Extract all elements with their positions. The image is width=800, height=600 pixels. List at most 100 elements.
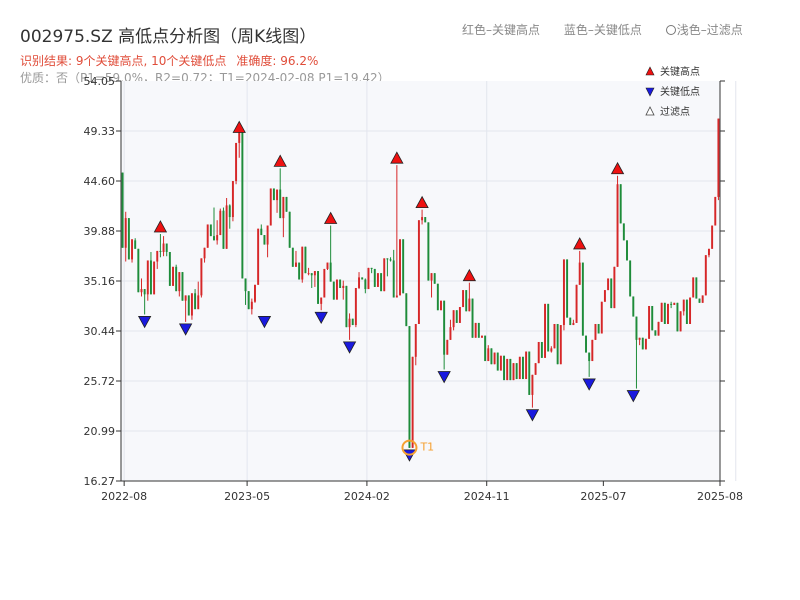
candle-body — [399, 239, 401, 296]
candle — [294, 250, 297, 267]
candle — [458, 307, 461, 323]
candle-body — [361, 277, 364, 280]
candle — [484, 335, 487, 362]
y-tick-label: 39.88 — [84, 225, 116, 238]
candle-body — [427, 222, 430, 281]
candle-body — [616, 184, 619, 267]
candle — [219, 208, 222, 236]
candle-body — [711, 225, 714, 249]
candle — [282, 196, 285, 238]
candle — [503, 355, 506, 381]
candle-body — [521, 356, 524, 380]
candle — [544, 303, 547, 358]
candle — [386, 258, 389, 277]
key-low-marker — [582, 378, 596, 391]
candle-body — [386, 258, 389, 260]
candle — [493, 352, 496, 365]
y-tick-label: 25.72 — [84, 375, 116, 388]
candle — [121, 172, 124, 248]
candle-body — [134, 240, 137, 249]
candle — [673, 302, 676, 305]
candle-body — [131, 239, 134, 260]
candle-body — [342, 285, 345, 288]
candle — [575, 284, 578, 323]
candle — [310, 273, 313, 288]
key-high-marker — [610, 161, 625, 175]
candle — [156, 250, 159, 269]
candle-body — [228, 205, 231, 218]
candle — [480, 335, 483, 338]
candle-body — [250, 301, 253, 310]
candle-body — [421, 217, 424, 221]
candle — [203, 247, 206, 263]
candle — [269, 188, 272, 226]
candle — [588, 352, 591, 377]
candle — [610, 278, 613, 309]
candle — [707, 248, 710, 258]
candle — [408, 326, 411, 448]
candle-body — [651, 305, 654, 331]
candle-body — [544, 303, 547, 358]
candle-body — [462, 290, 465, 308]
legend-blue-text: 蓝色–关键低点 — [563, 23, 642, 37]
candle-body — [629, 260, 632, 297]
candle-body — [433, 273, 436, 284]
candle-body — [572, 322, 575, 326]
candle-body — [225, 205, 228, 249]
candle-body — [178, 272, 181, 292]
legend-light-entry: 浅色–过滤点 — [665, 23, 763, 37]
candle — [329, 225, 332, 282]
candle — [367, 267, 370, 290]
candle — [427, 222, 430, 281]
candle-body — [326, 262, 329, 269]
key-high-marker — [153, 220, 168, 233]
candle-body — [146, 260, 149, 295]
candle — [698, 298, 701, 303]
candle-body — [165, 243, 168, 252]
candle-body — [701, 295, 704, 303]
candle-body — [648, 305, 651, 339]
candle — [648, 305, 651, 339]
candle — [670, 301, 673, 309]
candle — [506, 358, 509, 381]
candle-body — [537, 341, 540, 364]
candle — [276, 189, 279, 213]
candle — [537, 341, 540, 364]
key-high-marker — [415, 195, 429, 209]
legend-low-icon — [645, 87, 655, 97]
key-high-marker — [232, 120, 246, 133]
candle-body — [288, 211, 291, 248]
candle — [194, 289, 197, 310]
result-line: 识别结果: 9个关键高点, 10个关键低点 准确度: 96.2% — [20, 52, 318, 69]
candle-body — [468, 298, 471, 312]
candle-body — [556, 323, 559, 365]
candle — [679, 311, 682, 332]
candle-body — [200, 258, 203, 296]
grid-lines — [121, 81, 737, 481]
candle-body — [490, 348, 493, 365]
candle-body — [329, 262, 332, 282]
legend-high-icon — [645, 66, 655, 76]
candle-body — [197, 295, 200, 310]
candle-body — [304, 246, 307, 274]
candle-body — [424, 217, 427, 223]
candle-body — [515, 363, 518, 380]
candle — [717, 118, 720, 201]
candle — [153, 261, 156, 295]
candle-body — [695, 277, 698, 299]
candle — [209, 224, 212, 237]
candle-body — [597, 323, 600, 334]
key-high-marker — [323, 211, 338, 224]
candle — [206, 224, 209, 248]
candle — [452, 310, 455, 331]
candle — [263, 235, 266, 245]
candle-body — [291, 247, 294, 267]
candle-body — [370, 267, 373, 269]
candle-body — [430, 273, 433, 281]
candle-body — [455, 310, 458, 323]
candle — [534, 363, 537, 375]
candle-body — [679, 311, 682, 332]
candle-body — [216, 235, 219, 241]
candle — [241, 130, 244, 279]
candle-body — [626, 240, 628, 261]
